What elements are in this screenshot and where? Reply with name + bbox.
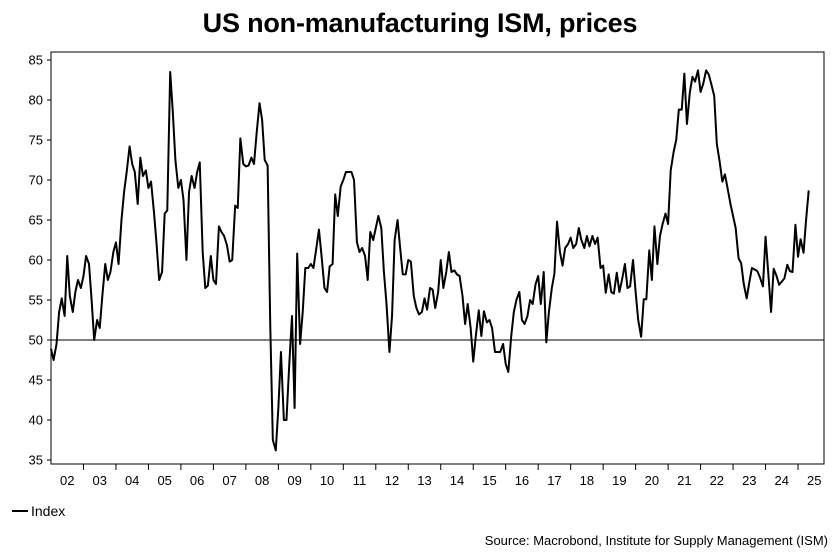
x-tick-label-20: 20 (645, 473, 659, 488)
y-tick-label-55: 55 (29, 293, 43, 308)
series-line-index (50, 69, 810, 452)
x-tick-label-03: 03 (92, 473, 106, 488)
y-tick-label-75: 75 (29, 133, 43, 148)
x-axis: 02 03 04 05 06 07 08 09 10 11 12 13 14 15 16 17 18 19 20 21… (60, 464, 821, 488)
x-tick-label-22: 22 (710, 473, 724, 488)
y-tick-label-80: 80 (29, 93, 43, 108)
x-tick-label-12: 12 (385, 473, 399, 488)
x-tick-label-23: 23 (742, 473, 756, 488)
chart-title: US non-manufacturing ISM, prices (202, 8, 638, 38)
x-tick-label-13: 13 (417, 473, 431, 488)
y-tick-label-45: 45 (29, 373, 43, 388)
x-tick-label-18: 18 (580, 473, 594, 488)
y-tick-label-70: 70 (29, 173, 43, 188)
x-tick-label-14: 14 (450, 473, 464, 488)
legend-label-index: Index (31, 503, 66, 519)
source-note: Source: Macrobond, Institute for Supply … (484, 533, 828, 548)
legend-swatch (12, 510, 28, 512)
y-tick-label-85: 85 (29, 53, 43, 68)
y-axis: 35 40 45 50 55 60 65 70 75 80 85 (29, 53, 51, 468)
plot-frame (50, 51, 825, 465)
legend: Index (12, 503, 65, 519)
x-tick-label-04: 04 (125, 473, 139, 488)
y-tick-label-60: 60 (29, 253, 43, 268)
x-tick-label-02: 02 (60, 473, 74, 488)
y-tick-label-50: 50 (29, 333, 43, 348)
series-layer (50, 69, 810, 452)
x-tick-label-11: 11 (353, 473, 367, 488)
x-tick-label-07: 07 (222, 473, 236, 488)
y-tick-label-35: 35 (29, 453, 43, 468)
x-tick-label-16: 16 (515, 473, 529, 488)
x-tick-label-15: 15 (482, 473, 496, 488)
x-tick-label-21: 21 (677, 473, 691, 488)
x-tick-label-19: 19 (612, 473, 626, 488)
x-tick-label-24: 24 (775, 473, 789, 488)
x-tick-label-10: 10 (320, 473, 334, 488)
x-tick-label-09: 09 (287, 473, 301, 488)
x-tick-label-05: 05 (157, 473, 171, 488)
y-tick-label-65: 65 (29, 213, 43, 228)
x-tick-label-17: 17 (547, 473, 561, 488)
y-tick-label-40: 40 (29, 413, 43, 428)
x-tick-label-08: 08 (255, 473, 269, 488)
x-tick-label-25: 25 (807, 473, 821, 488)
x-tick-label-06: 06 (190, 473, 204, 488)
